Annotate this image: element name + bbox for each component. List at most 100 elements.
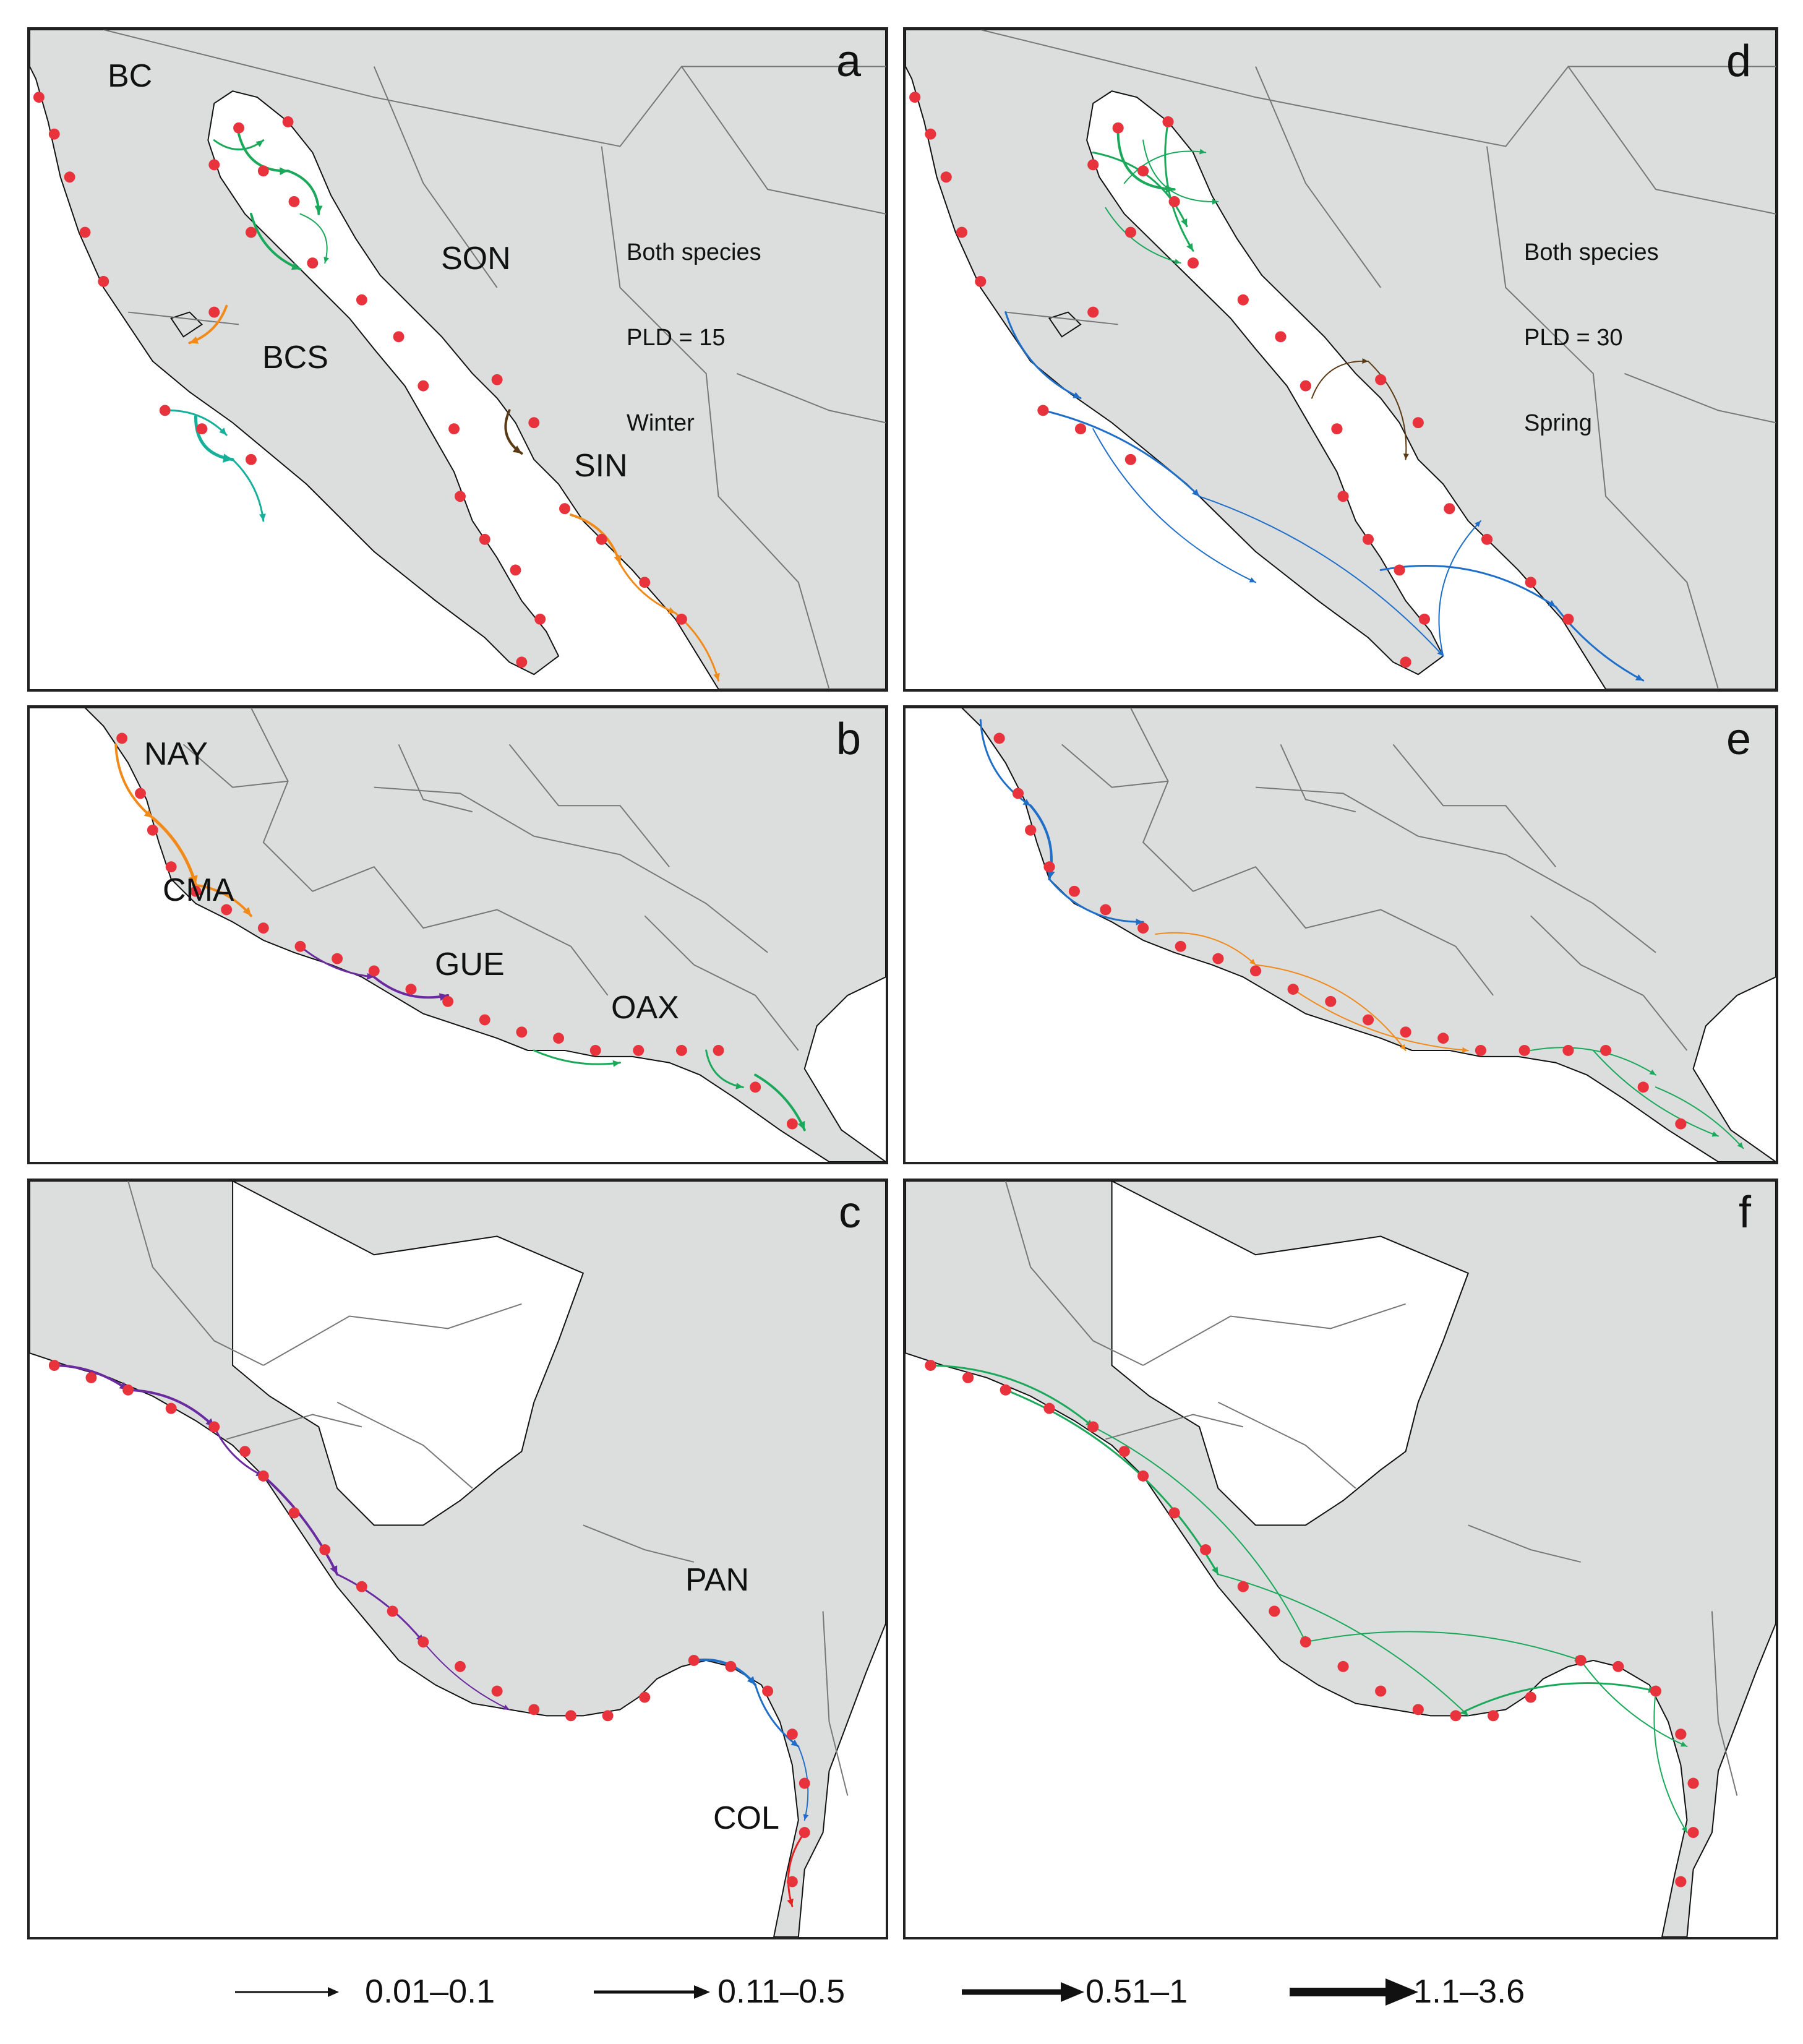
sample-site-marker (1675, 1118, 1687, 1130)
sample-site-marker (448, 423, 460, 435)
sample-site-marker (257, 1470, 269, 1482)
connectivity-arrow (787, 1831, 806, 1907)
sample-site-marker (1000, 1384, 1011, 1396)
map-panel-b: b NAY CMA GUE OAX (27, 705, 888, 1164)
legend-label: 0.01–0.1 (365, 1973, 495, 2010)
arrow-thin-icon (235, 1987, 339, 1997)
state-border (1711, 1611, 1738, 1796)
sample-site-marker (208, 306, 220, 318)
state-border (1105, 1414, 1244, 1440)
sample-site-marker (1412, 1704, 1424, 1716)
sample-site-marker (1112, 122, 1124, 134)
sample-site-marker (1444, 503, 1455, 515)
connectivity-arrow (1304, 1631, 1582, 1661)
sample-site-marker (1394, 564, 1405, 576)
state-border (1392, 744, 1556, 867)
connectivity-arrow (1004, 311, 1082, 400)
region-label-col: COL (713, 1800, 779, 1836)
sample-site-marker (1337, 491, 1349, 502)
sample-site-marker (1087, 159, 1099, 171)
state-border (737, 372, 886, 424)
connectivity-arrow-head (1649, 1069, 1656, 1075)
state-border (1255, 786, 1656, 953)
panel-letter: c (839, 1188, 861, 1237)
connectivity-arrow-head (747, 1676, 756, 1685)
connectivity-arrow (1255, 964, 1407, 1051)
sample-site-marker (1168, 1507, 1180, 1519)
connectivity-arrow-head (189, 336, 199, 344)
sample-site-marker (208, 159, 220, 171)
state-border (644, 915, 799, 1051)
region-label-bcs: BCS (262, 340, 328, 376)
connectivity-arrow (1042, 409, 1201, 497)
connectivity-arrow (372, 976, 450, 999)
state-border (336, 1401, 473, 1489)
sample-site-marker (534, 613, 546, 625)
sample-site-marker (307, 257, 319, 269)
connectivity-arrow-head (1136, 918, 1144, 925)
legend-item: 0.01–0.1 (235, 1955, 495, 2029)
connectivity-arrow (127, 1388, 216, 1428)
state-border (263, 1303, 522, 1366)
connectivity-arrow-head (143, 809, 153, 818)
sample-site-marker (159, 405, 171, 416)
sample-site-marker (288, 195, 300, 207)
state-border (1530, 915, 1688, 1051)
inland-sea (232, 1181, 585, 1526)
sample-site-marker (294, 940, 306, 952)
sample-site-marker (1137, 165, 1149, 177)
sample-site-marker (257, 922, 269, 934)
sample-site-marker (1437, 1033, 1449, 1044)
sample-site-marker (245, 453, 257, 465)
sample-site-marker (596, 533, 607, 545)
sample-site-marker (368, 965, 380, 977)
state-border (980, 30, 1776, 147)
legend-label: 0.51–1 (1086, 1973, 1188, 2010)
sample-site-marker (1375, 374, 1387, 385)
sample-site-marker (233, 122, 244, 134)
sample-site-marker (1168, 195, 1180, 207)
sample-site-marker (418, 1636, 429, 1648)
sample-site-marker (1525, 577, 1536, 588)
connectivity-arrow-head (614, 554, 622, 564)
sample-site-marker (1212, 953, 1224, 964)
connectivity-arrow-head (1475, 521, 1481, 527)
sample-site-marker (79, 226, 91, 238)
connectivity-arrow-head (1635, 674, 1643, 681)
connectivity-arrow-head (1199, 148, 1206, 155)
sample-site-marker (925, 128, 936, 140)
connectivity-arrow-head (1680, 1741, 1687, 1747)
sample-site-marker (1187, 257, 1199, 269)
sample-site-marker (455, 491, 466, 502)
panel-letter: b (836, 715, 861, 764)
connectivity-arrow-head (512, 445, 522, 453)
map-c (30, 1181, 886, 1937)
connectivity-arrow-head (1249, 577, 1256, 583)
connectivity-arrow (1438, 520, 1481, 657)
sample-site-marker (786, 1876, 798, 1887)
sample-site-marker (1575, 1654, 1587, 1666)
connectivity-arrow-head (667, 607, 675, 614)
arrow-weight-legend: 0.01–0.1 0.11–0.5 0.51–1 1.1–3.6 (0, 1955, 1803, 2029)
sample-site-marker (1375, 1685, 1387, 1697)
sample-site-marker (1400, 1026, 1411, 1038)
sample-site-marker (239, 1446, 251, 1458)
sample-site-marker (1675, 1876, 1687, 1887)
sample-site-marker (1043, 861, 1055, 873)
connectivity-arrow (1454, 1682, 1657, 1717)
connectivity-arrow (299, 213, 328, 264)
sample-site-marker (1650, 1685, 1662, 1697)
state-border (373, 66, 498, 288)
connectivity-arrow (1048, 878, 1144, 923)
region-label-cma: CMA (163, 872, 234, 908)
sample-site-marker (116, 732, 128, 744)
land-mass (906, 30, 1776, 689)
state-border (398, 744, 473, 813)
legend-label: 0.11–0.5 (717, 1973, 846, 2010)
sample-site-marker (135, 788, 146, 799)
connectivity-arrow-head (367, 973, 374, 980)
connectivity-arrow-head (1211, 1566, 1218, 1574)
state-border (1217, 1401, 1356, 1489)
region-label-gue: GUE (435, 947, 505, 982)
sample-site-marker (940, 171, 952, 183)
